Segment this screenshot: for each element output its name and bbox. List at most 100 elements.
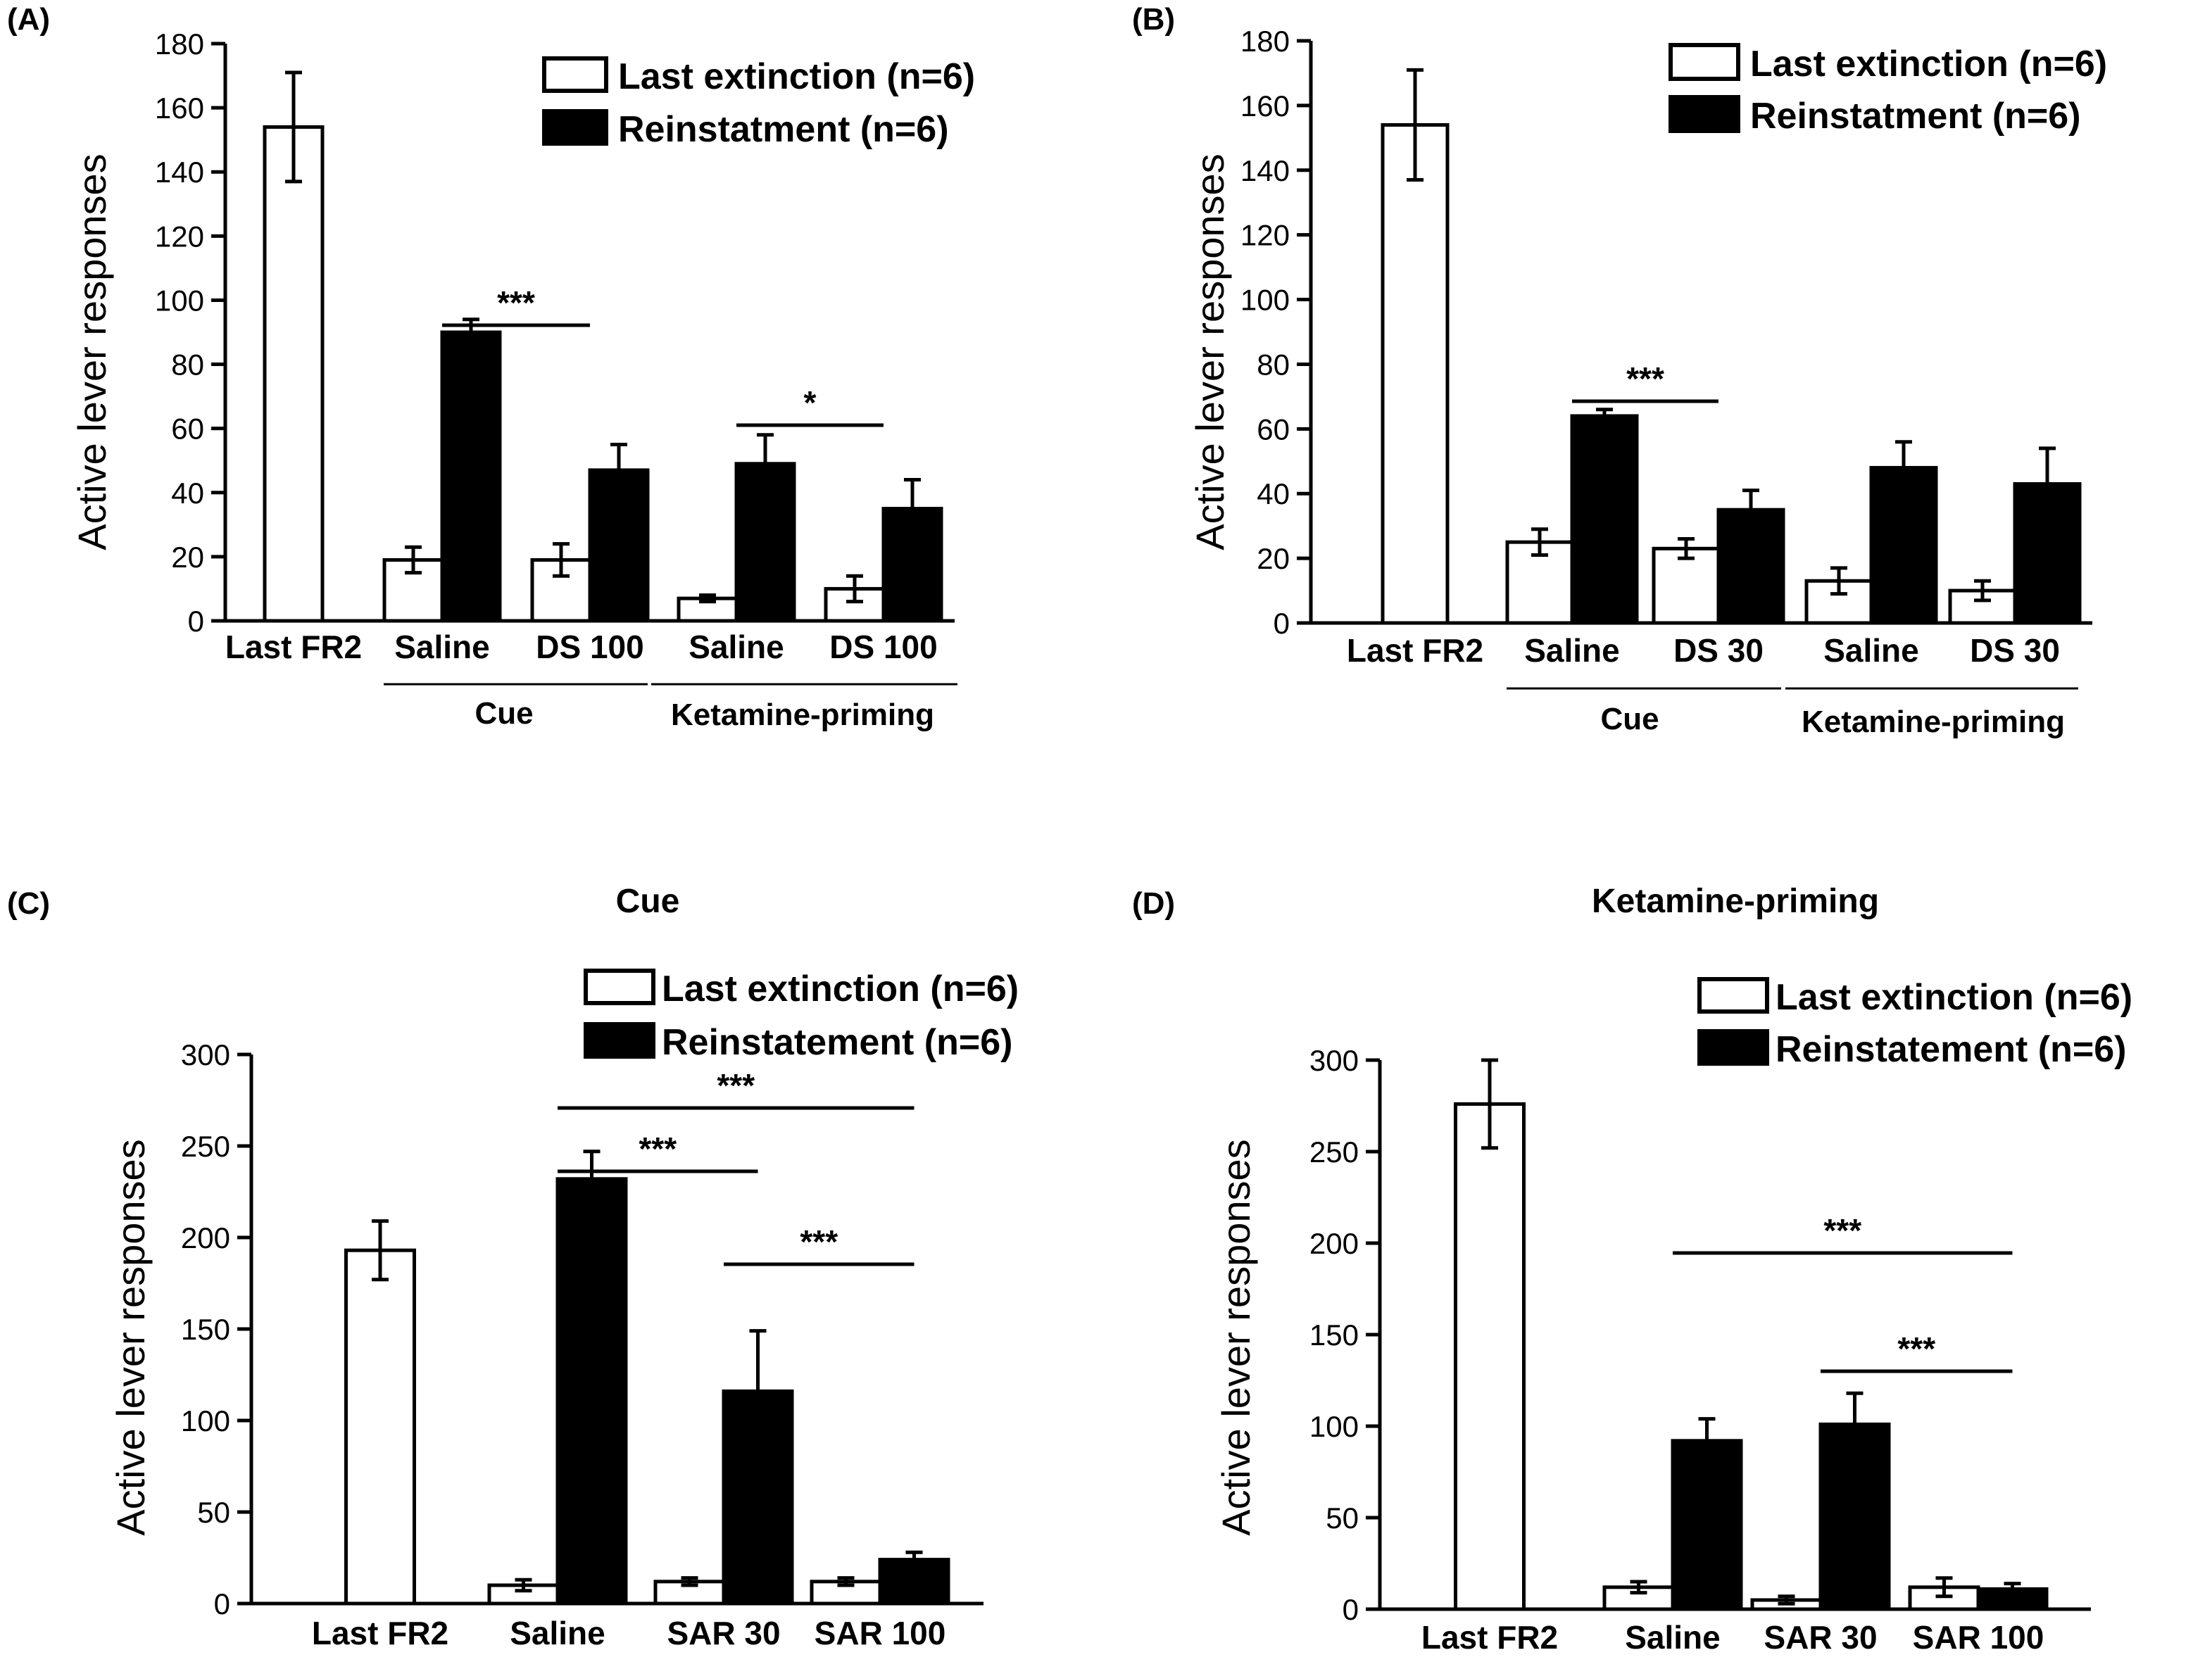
panel-c: (C) Cue 0 50 100 150 200 250 300 Active lever res… <box>7 883 1019 1651</box>
group-label: Ketamine-priming <box>671 698 934 732</box>
legend-label-reinstatement: Reinstatement (n=6) <box>1776 1029 2126 1070</box>
legend-label-reinstatement: Reinstatment (n=6) <box>1750 96 2081 137</box>
y-tick-label: 0 <box>1343 1593 1359 1626</box>
category-label: DS 30 <box>1970 632 2060 669</box>
panel-d: (D) Ketamine-priming 0 50 100 150 200 250 300 Act… <box>1132 883 2132 1656</box>
category-label: Saline <box>689 629 784 665</box>
y-tick-label: 120 <box>155 220 204 253</box>
group-label: Cue <box>475 696 533 731</box>
y-tick-label: 200 <box>181 1221 230 1254</box>
significance-label: *** <box>1897 1330 1935 1367</box>
y-tick-label: 40 <box>171 477 204 510</box>
legend-swatch-extinction <box>584 969 655 1005</box>
y-tick-label: 20 <box>171 541 204 574</box>
reinstatement-bar-1 <box>1671 1439 1743 1611</box>
legend-label-extinction: Last extinction (n=6) <box>1750 44 2107 84</box>
category-label: Last FR2 <box>225 629 362 665</box>
category-label: Saline <box>510 1615 605 1651</box>
legend-swatch-reinstatement <box>1697 1029 1769 1066</box>
y-tick-label: 0 <box>1274 607 1290 640</box>
y-tick-label: 60 <box>1257 412 1290 446</box>
category-label: DS 100 <box>829 629 937 665</box>
y-tick-label: 100 <box>155 284 204 317</box>
legend-swatch-reinstatement <box>1669 95 1740 133</box>
legend-label-reinstatement: Reinstatement (n=6) <box>662 1022 1012 1063</box>
category-label: SAR 100 <box>1913 1619 2044 1656</box>
y-tick-label: 300 <box>181 1038 230 1071</box>
reinstatement-bar-1 <box>440 330 502 623</box>
y-axis-label: Active lever responses <box>108 1139 153 1535</box>
y-tick-label: 100 <box>181 1404 230 1437</box>
legend-label-extinction: Last extinction (n=6) <box>662 969 1019 1009</box>
category-label: SAR 30 <box>1764 1619 1877 1656</box>
y-tick-label: 80 <box>171 348 204 382</box>
y-axis-label: Active lever responses <box>1214 1139 1258 1535</box>
y-tick-label: 120 <box>1240 219 1290 252</box>
significance-label: *** <box>1626 360 1664 397</box>
y-tick-label: 150 <box>1309 1318 1359 1352</box>
y-tick-label: 60 <box>171 412 204 446</box>
y-axis-label: Active lever responses <box>70 153 114 550</box>
reinstatement-bar-1 <box>1570 414 1639 625</box>
category-label: Last FR2 <box>1347 632 1483 669</box>
panel-b: (B) 0 20 40 60 80 100 120 140 160 180 Active lever … <box>1132 2 2107 739</box>
panel-label: (A) <box>7 2 50 37</box>
y-tick-label: 200 <box>1309 1227 1359 1260</box>
y-tick-label: 140 <box>155 156 204 189</box>
y-tick-label: 50 <box>1326 1501 1359 1535</box>
legend-swatch-extinction <box>542 56 608 93</box>
y-tick-label: 250 <box>181 1130 230 1163</box>
significance-label: *** <box>639 1130 677 1167</box>
y-tick-label: 150 <box>181 1313 230 1346</box>
y-tick-label: 250 <box>1309 1135 1359 1169</box>
panel-a: (A) 0 20 40 60 80 100 120 140 160 180 Active lever … <box>7 2 975 732</box>
y-tick-label: 100 <box>1240 284 1290 317</box>
reinstatement-bar-1 <box>555 1177 628 1606</box>
y-tick-label: 160 <box>1240 89 1290 122</box>
y-tick-label: 140 <box>1240 154 1290 187</box>
category-label: Saline <box>1823 632 1919 669</box>
legend-swatch-reinstatement <box>584 1022 655 1059</box>
y-tick-label: 20 <box>1257 542 1290 575</box>
y-tick-label: 80 <box>1257 348 1290 381</box>
group-label: Ketamine-priming <box>1802 705 2065 739</box>
extinction-bar-0 <box>263 125 325 623</box>
y-tick-label: 160 <box>155 92 204 125</box>
category-label: DS 30 <box>1673 632 1764 669</box>
y-tick-label: 100 <box>1309 1410 1359 1443</box>
category-label: Saline <box>394 629 490 665</box>
category-label: Last FR2 <box>1421 1619 1558 1656</box>
significance-label: *** <box>497 284 535 321</box>
extinction-bar-0 <box>1454 1102 1526 1611</box>
legend-swatch-reinstatement <box>542 109 608 146</box>
extinction-bar-0 <box>1381 122 1450 625</box>
category-label: Last FR2 <box>312 1615 448 1651</box>
extinction-bar-0 <box>344 1248 416 1606</box>
y-tick-label: 0 <box>188 605 204 638</box>
legend-label-extinction: Last extinction (n=6) <box>618 56 975 97</box>
y-tick-label: 180 <box>1240 25 1290 58</box>
significance-label: *** <box>1823 1212 1861 1249</box>
category-label: Saline <box>1524 632 1620 669</box>
significance-label: *** <box>717 1067 755 1104</box>
panel-title: Ketamine-priming <box>1592 883 1879 920</box>
panel-label: (C) <box>7 886 50 921</box>
category-label: DS 100 <box>536 629 643 665</box>
significance-label: * <box>804 384 817 421</box>
y-tick-label: 50 <box>197 1496 230 1529</box>
significance-label: *** <box>800 1223 838 1260</box>
category-label: SAR 30 <box>667 1615 780 1651</box>
category-label: Saline <box>1625 1619 1721 1656</box>
category-label: SAR 100 <box>815 1615 946 1651</box>
panel-label: (B) <box>1132 2 1175 37</box>
panel-title: Cue <box>616 883 680 920</box>
panel-label: (D) <box>1132 886 1175 921</box>
legend-swatch-extinction <box>1697 977 1769 1014</box>
group-label: Cue <box>1600 702 1659 736</box>
legend-swatch-extinction <box>1669 43 1740 81</box>
y-tick-label: 180 <box>155 27 204 61</box>
y-axis-label: Active lever responses <box>1188 153 1232 550</box>
legend-label-extinction: Last extinction (n=6) <box>1776 977 2132 1018</box>
y-tick-label: 0 <box>214 1587 230 1620</box>
